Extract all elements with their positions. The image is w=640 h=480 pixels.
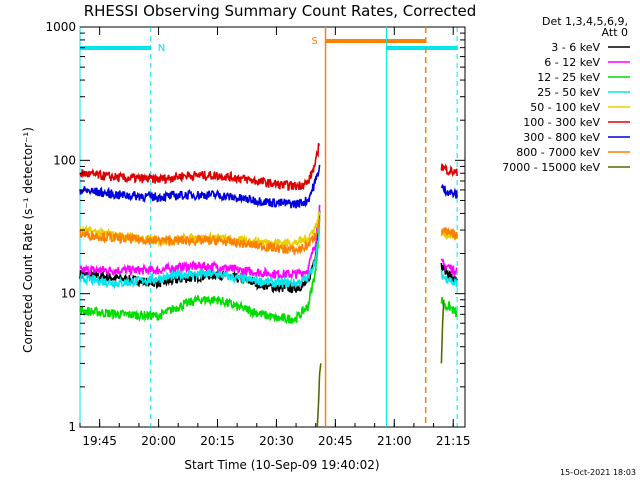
series-line (79, 211, 321, 250)
legend-entry-label: 7000 - 15000 keV (502, 161, 600, 174)
y-axis-label: Corrected Count Rate (s⁻¹ detector⁻¹) (21, 127, 35, 353)
series-line (440, 163, 458, 178)
plot-area: NS 19:45 20:00 20:15 20:30 20:45 21:00 21:15 1… (45, 20, 470, 448)
observing-flags: NS (79, 27, 458, 427)
legend-header: Att 0 (602, 26, 628, 39)
series-25-50-kev (79, 226, 458, 290)
legend-entry-label: 50 - 100 keV (530, 101, 600, 114)
x-tick-label: 20:15 (200, 434, 235, 448)
x-tick-label: 20:45 (318, 434, 353, 448)
series-800-7000-kev (79, 218, 458, 255)
series-line (79, 142, 321, 191)
legend-entry-label: 3 - 6 keV (551, 41, 600, 54)
series-line (79, 226, 321, 290)
legend: Det 1,3,4,5,6,9,Att 03 - 6 keV 6 - 12 keV… (502, 15, 630, 174)
legend-entry-label: 800 - 7000 keV (516, 146, 600, 159)
series-line (79, 210, 321, 294)
saa-flag-label: S (312, 36, 318, 47)
series-line (79, 204, 321, 282)
x-axis: 19:45 20:00 20:15 20:30 20:45 21:00 21:15 (79, 27, 471, 448)
y-tick-label: 1 (68, 420, 76, 434)
series-line (440, 258, 458, 278)
series-line (440, 269, 458, 288)
series-100-300-kev (79, 142, 458, 191)
legend-entry-label: 100 - 300 keV (523, 116, 600, 129)
series-300-800-kev (79, 164, 458, 209)
x-axis-label: Start Time (10-Sep-09 19:40:02) (184, 458, 379, 472)
plot-frame (79, 26, 466, 428)
legend-entry-label: 12 - 25 keV (537, 71, 600, 84)
series-line (79, 164, 321, 209)
series-line (440, 299, 445, 364)
chart-title: RHESSI Observing Summary Count Rates, Co… (84, 2, 477, 20)
x-tick-label: 21:00 (377, 434, 412, 448)
series-line (316, 363, 322, 428)
x-tick-label: 20:30 (259, 434, 294, 448)
x-tick-label: 21:15 (436, 434, 471, 448)
series-line (440, 226, 458, 240)
y-tick-label: 100 (53, 153, 76, 167)
series-6-12-kev (79, 204, 458, 282)
legend-entry-label: 25 - 50 keV (537, 86, 600, 99)
series-line (440, 183, 458, 199)
series-7000-15000-kev (316, 299, 445, 428)
y-tick-label: 10 (61, 287, 76, 301)
y-tick-label: 1000 (45, 20, 76, 34)
night-flag-label: N (158, 43, 165, 54)
footer-timestamp: 15-Oct-2021 18:03 (560, 468, 636, 477)
series-line (79, 218, 321, 255)
legend-entry-label: 6 - 12 keV (544, 56, 600, 69)
x-tick-label: 20:00 (141, 434, 176, 448)
series-50-100-kev (79, 211, 458, 250)
y-axis: 1 10 100 1000 (45, 20, 465, 434)
series-line (79, 218, 321, 325)
series-layer (79, 142, 458, 428)
legend-header: Det 1,3,4,5,6,9, (542, 15, 628, 28)
legend-entry-label: 300 - 800 keV (523, 131, 600, 144)
x-tick-label: 19:45 (82, 434, 117, 448)
